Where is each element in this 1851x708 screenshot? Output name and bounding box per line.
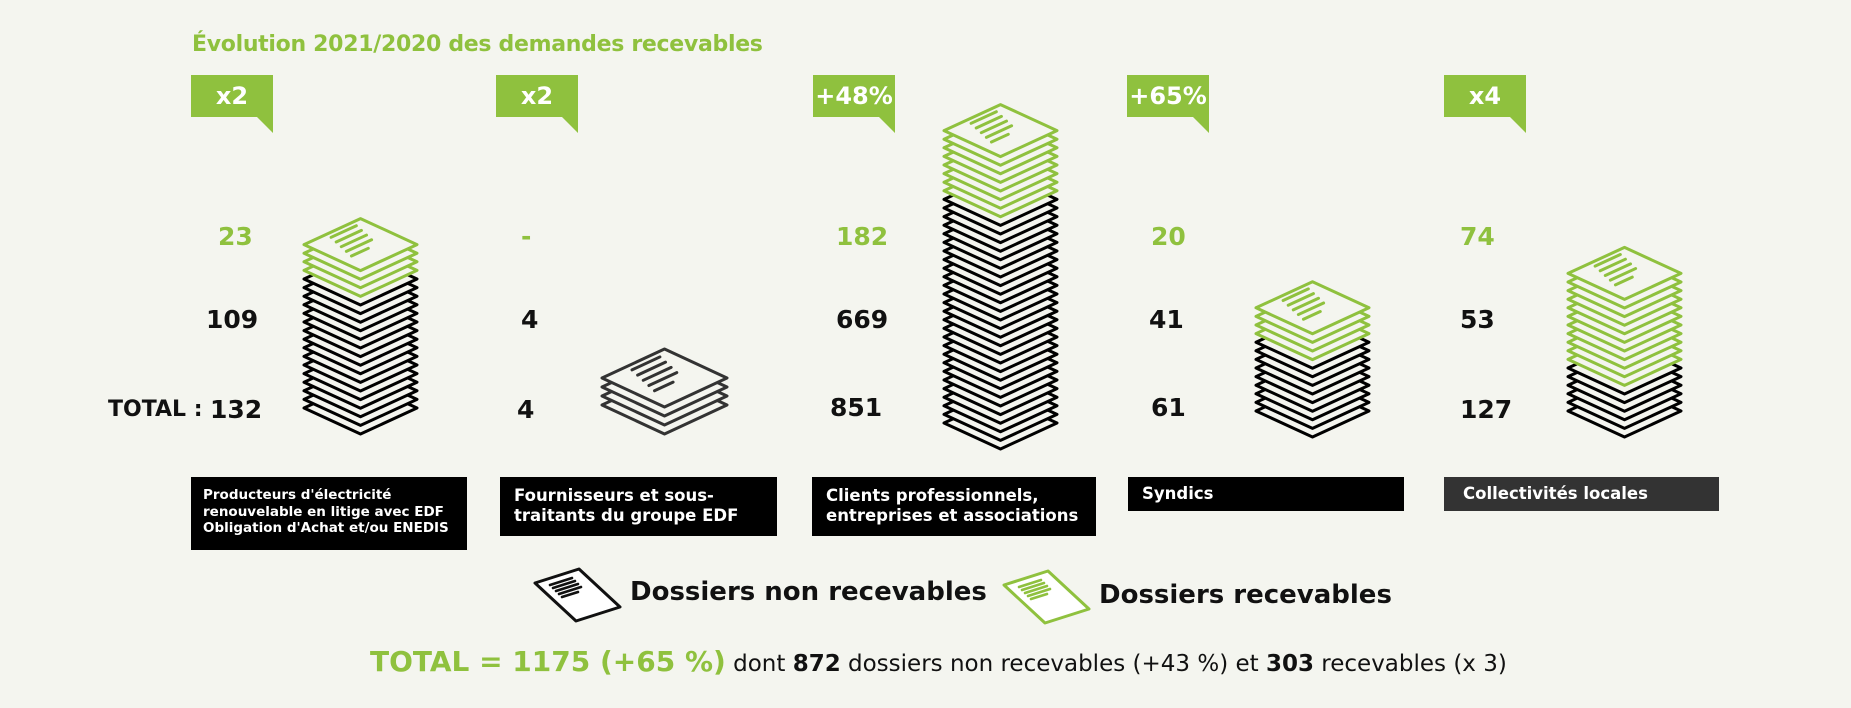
total-value-fournisseurs: 4 xyxy=(517,395,535,424)
badge-syndics: +65% xyxy=(1127,75,1212,155)
paper-stack-syndics xyxy=(1254,280,1371,439)
badge-collectivites: x4 xyxy=(1444,75,1529,155)
non-recevables-value-producteurs: 109 xyxy=(206,305,259,334)
document-lines-icon xyxy=(630,355,679,393)
non-recevables-value-syndics: 41 xyxy=(1149,305,1184,334)
recevables-value-syndics: 20 xyxy=(1151,222,1186,251)
total-value-clients: 851 xyxy=(830,393,883,422)
document-lines-icon xyxy=(1281,287,1326,321)
total-label: TOTAL : xyxy=(108,397,203,422)
badge-clients: +48% xyxy=(813,75,898,155)
total-value-producteurs: 132 xyxy=(210,395,263,424)
recevables-value-fournisseurs: - xyxy=(521,222,532,251)
non-recevables-value-clients: 669 xyxy=(836,305,889,334)
chart-title: Évolution 2021/2020 des demandes recevab… xyxy=(192,32,763,57)
footer-summary: TOTAL = 1175 (+65 %) dont 872 dossiers n… xyxy=(370,645,1507,678)
recevables-value-collectivites: 74 xyxy=(1460,222,1495,251)
paper-stack-fournisseurs xyxy=(600,347,729,436)
legend-non-recevables-label: Dossiers non recevables xyxy=(630,577,987,607)
category-fournisseurs: Fournisseurs et sous- traitants du group… xyxy=(500,477,777,536)
total-value-syndics: 61 xyxy=(1151,393,1186,422)
badge-producteurs: x2 xyxy=(191,75,276,155)
document-black-icon xyxy=(533,567,622,623)
category-clients: Clients professionnels, entreprises et a… xyxy=(812,477,1096,536)
category-collectivites: Collectivités locales xyxy=(1444,477,1719,511)
total-value-collectivites: 127 xyxy=(1460,395,1513,424)
non-recevables-value-collectivites: 53 xyxy=(1460,305,1495,334)
document-lines-icon xyxy=(329,224,374,258)
legend-recevables-label: Dossiers recevables xyxy=(1099,580,1392,610)
badge-fournisseurs: x2 xyxy=(496,75,581,155)
recevables-value-clients: 182 xyxy=(836,222,889,251)
non-recevables-value-fournisseurs: 4 xyxy=(521,305,539,334)
category-producteurs: Producteurs d'électricité renouvelable e… xyxy=(191,477,467,550)
recevables-value-producteurs: 23 xyxy=(218,222,253,251)
footer-total: TOTAL = 1175 (+65 %) xyxy=(370,645,726,678)
document-green-icon xyxy=(1002,569,1091,625)
category-syndics: Syndics xyxy=(1128,477,1404,511)
paper-stack-clients xyxy=(942,103,1059,451)
paper-stack-collectivites xyxy=(1566,245,1683,439)
document-lines-icon xyxy=(1593,253,1638,287)
document-lines-icon xyxy=(969,110,1014,144)
paper-stack-producteurs xyxy=(302,217,419,436)
